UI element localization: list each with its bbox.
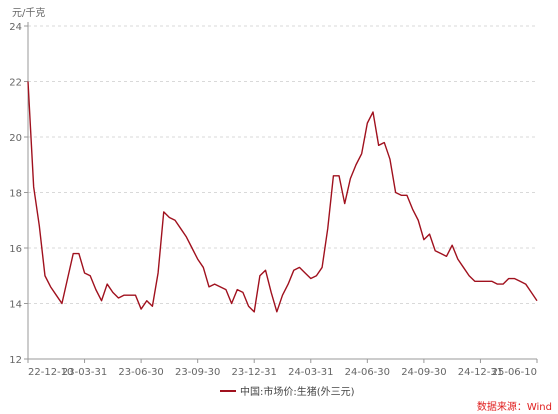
x-tick-label: 24-12-31 <box>458 367 503 378</box>
y-tick-label: 14 <box>9 300 22 311</box>
source-label: 数据来源：Wind <box>477 400 552 413</box>
y-unit-label: 元/千克 <box>12 7 45 19</box>
series-lines <box>27 81 538 313</box>
legend-label: 中国:市场价:生猪(外三元) <box>240 385 355 398</box>
x-tick-label: 24-09-30 <box>401 367 446 378</box>
y-tick-label: 12 <box>9 355 22 366</box>
y-tick-label: 18 <box>9 189 22 200</box>
x-tick-label: 22-12-10 <box>28 367 73 378</box>
x-tick-label: 23-03-31 <box>62 367 107 378</box>
x-tick-label: 23-12-31 <box>232 367 277 378</box>
x-tick-label: 25-06-10 <box>492 367 537 378</box>
x-tick-label: 24-03-31 <box>288 367 333 378</box>
y-tick-label: 24 <box>9 22 22 33</box>
y-tick-label: 22 <box>9 78 22 89</box>
y-tick-label: 20 <box>9 133 22 144</box>
x-tick-label: 24-06-30 <box>345 367 390 378</box>
grid-lines <box>28 25 537 304</box>
legend[interactable]: 中国:市场价:生猪(外三元) <box>220 385 355 398</box>
y-tick-label: 16 <box>9 244 22 255</box>
x-tick-label: 23-06-30 <box>118 367 163 378</box>
y-tick-labels: 12 14 16 18 20 22 24 <box>9 22 22 366</box>
x-tick-label: 23-09-30 <box>175 367 220 378</box>
series-line <box>27 81 538 313</box>
axes <box>24 22 538 363</box>
